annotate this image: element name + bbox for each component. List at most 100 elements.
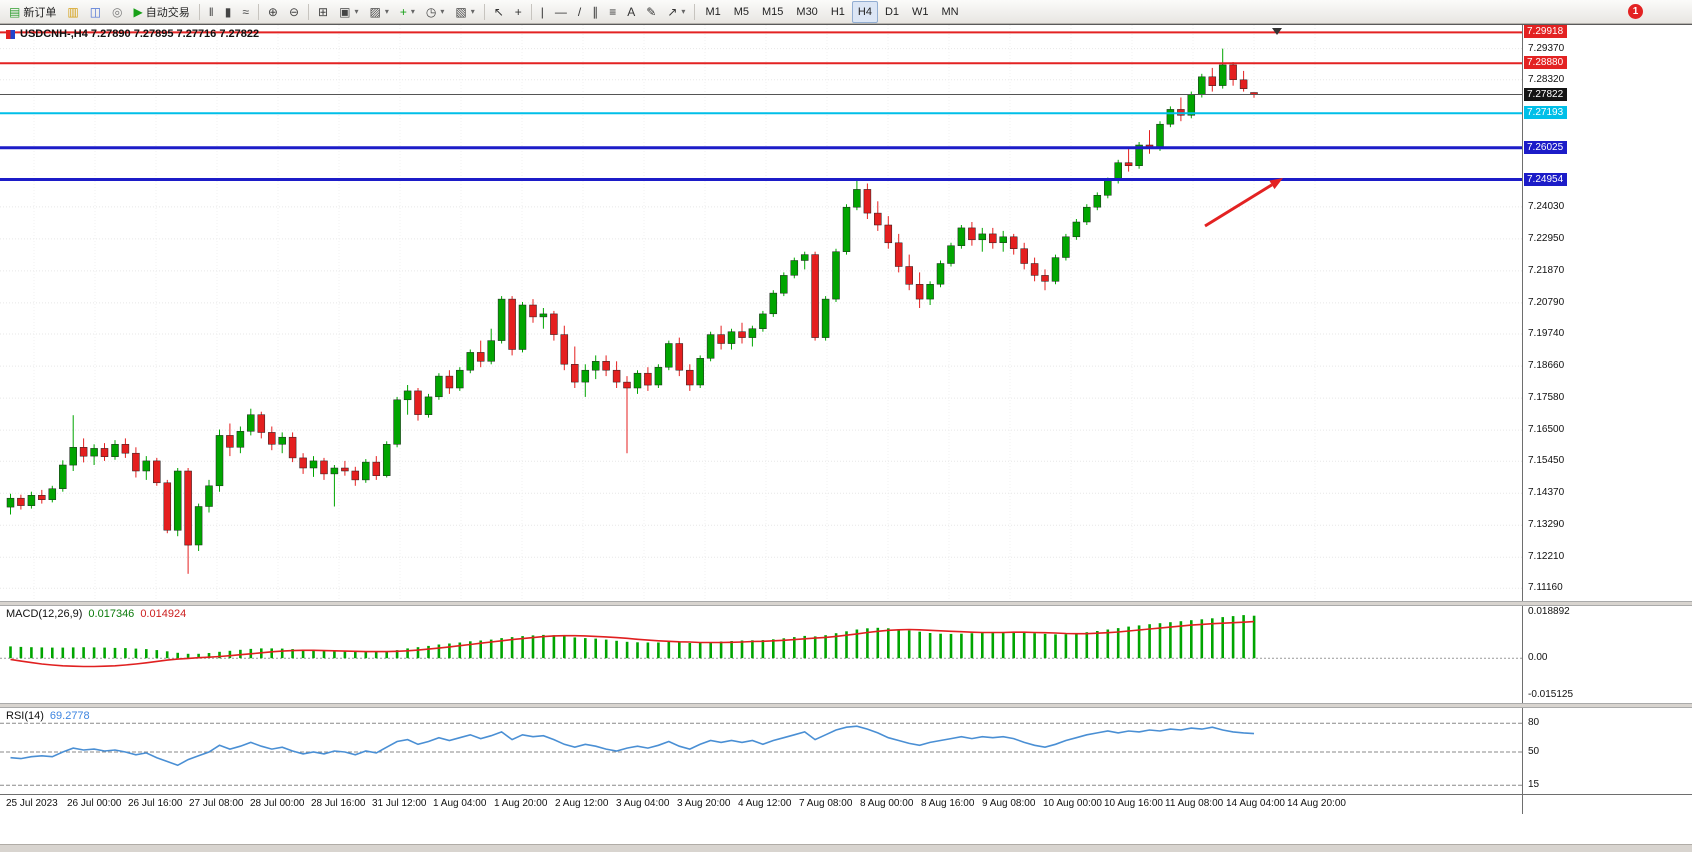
candlesticks (6, 48, 1258, 574)
timeframe-d1-button-label: D1 (884, 5, 899, 18)
candlestick-chart-button[interactable]: ▮ (220, 1, 237, 23)
timeframe-m15-button-label: M15 (762, 5, 784, 18)
bottom-strip (0, 844, 1692, 852)
timeframe-h1-button[interactable]: H1 (825, 1, 851, 23)
trendline-button[interactable]: / (573, 1, 586, 23)
grid (0, 25, 1522, 601)
trendline-icon: / (577, 4, 582, 19)
time-label: 25 Jul 2023 (6, 798, 58, 809)
chevron-down-icon: ▾ (410, 7, 415, 16)
notification-badge[interactable]: 1 (1628, 4, 1643, 19)
tile-windows-icon: ⊞ (318, 4, 329, 19)
timeframe-m30-button-label: M30 (796, 5, 818, 18)
timeframe-m30-button[interactable]: M30 (790, 1, 823, 23)
panel-splitter-macd[interactable] (0, 601, 1692, 606)
time-label: 27 Jul 08:00 (189, 798, 244, 809)
price-tick: 7.15450 (1528, 455, 1565, 466)
price-tag[interactable]: 7.28880 (1524, 56, 1568, 69)
timeframe-m5-button[interactable]: M5 (728, 1, 755, 23)
main-chart-plot[interactable] (0, 25, 1522, 601)
time-label: 26 Jul 00:00 (67, 798, 122, 809)
zoom-out-icon: ⊖ (288, 4, 300, 19)
rsi-axis: 80 50 15 (1522, 708, 1692, 794)
candlestick-chart-icon: ▮ (224, 4, 232, 19)
timeframe-h4-button[interactable]: H4 (851, 0, 878, 23)
toolbar-separator (198, 3, 200, 20)
timeframe-mn-button[interactable]: MN (936, 1, 965, 23)
macd-axis: 0.018892 0.00 -0.015125 (1522, 606, 1692, 703)
rsi-plot[interactable] (0, 708, 1522, 794)
autotrading-button[interactable]: ▶ 自动交易 (129, 1, 195, 23)
templates-button[interactable]: ▧ ▾ (450, 1, 479, 23)
new-order-button-label: 新订单 (23, 6, 57, 19)
macd-axis-label: 0.018892 (1528, 606, 1570, 617)
crosshair-button[interactable]: + (510, 1, 527, 23)
channel-icon: ∥ (592, 4, 599, 19)
shapes-icon: ↗ (667, 4, 678, 19)
timeframe-m15-button[interactable]: M15 (756, 1, 789, 23)
macd-canvas (0, 615, 1522, 668)
profiles-button[interactable]: ▨ ▾ (364, 1, 393, 23)
macd-plot[interactable] (0, 606, 1522, 703)
timeframe-d1-button[interactable]: D1 (879, 1, 905, 23)
timeframe-m1-button[interactable]: M1 (699, 1, 726, 23)
time-label: 10 Aug 16:00 (1104, 798, 1163, 809)
trend-arrow-annotation (1204, 178, 1283, 228)
toolbar-separator (257, 3, 259, 20)
toolbar-separator (483, 3, 485, 20)
price-tag[interactable]: 7.29918 (1524, 25, 1568, 38)
price-tag[interactable]: 7.27822 (1524, 88, 1568, 101)
time-label: 11 Aug 08:00 (1165, 798, 1224, 809)
rsi-label: RSI(14) 69.2778 (6, 710, 90, 722)
channel-button[interactable]: ∥ (587, 1, 603, 23)
rsi-level-label: 50 (1528, 746, 1540, 757)
label-button[interactable]: ✎ (641, 1, 661, 23)
price-tag[interactable]: 7.27193 (1524, 106, 1568, 119)
macd-label: MACD(12,26,9) 0.017346 0.014924 (6, 608, 186, 620)
autotrading-icon: ▶ (133, 4, 143, 19)
price-tick: 7.21870 (1528, 265, 1565, 276)
horizontal-line-button[interactable]: — (550, 1, 572, 23)
price-tick: 7.14370 (1528, 487, 1565, 498)
indicators-button[interactable]: + ▾ (395, 1, 420, 23)
text-button[interactable]: A (622, 1, 640, 23)
price-tick: 7.22950 (1528, 233, 1565, 244)
new-chart-icon: ▣ (339, 4, 351, 19)
price-tag[interactable]: 7.26025 (1524, 141, 1568, 154)
macd-panel: MACD(12,26,9) 0.017346 0.014924 0.018892… (0, 606, 1692, 703)
cursor-button[interactable]: ↖ (489, 1, 509, 23)
chart-title: USDCNH-,H4 7.27890 7.27895 7.27716 7.278… (6, 28, 259, 40)
toolbar-separator (308, 3, 310, 20)
time-label: 28 Jul 00:00 (250, 798, 305, 809)
price-tick: 7.17580 (1528, 392, 1565, 403)
navigator-button[interactable]: ◫ (85, 1, 106, 23)
new-chart-button[interactable]: ▣ ▾ (334, 1, 363, 23)
time-label: 10 Aug 00:00 (1043, 798, 1102, 809)
chart-symbol-icon (6, 29, 15, 39)
price-chart-canvas (0, 25, 1522, 601)
market-watch-button[interactable]: ▥ (62, 1, 83, 23)
chart-title-text: USDCNH-,H4 7.27890 7.27895 7.27716 7.278… (20, 28, 260, 40)
bar-chart-button[interactable]: ‖ (204, 1, 219, 23)
price-tag[interactable]: 7.24954 (1524, 173, 1568, 186)
macd-name: MACD(12,26,9) (6, 608, 83, 620)
shapes-button[interactable]: ↗ ▾ (662, 1, 690, 23)
zoom-in-button[interactable]: ⊕ (263, 1, 283, 23)
line-chart-button[interactable]: ≈ (237, 1, 254, 23)
chevron-down-icon: ▾ (384, 7, 389, 16)
fibonacci-icon: ≡ (609, 4, 617, 19)
panel-splitter-rsi[interactable] (0, 703, 1692, 708)
periods-button[interactable]: ◷ ▾ (421, 1, 450, 23)
tile-windows-button[interactable]: ⊞ (313, 1, 333, 23)
market-watch-icon: ▥ (67, 4, 79, 19)
time-axis: 25 Jul 2023 26 Jul 00:00 26 Jul 16:00 27 Ju… (0, 794, 1692, 814)
zoom-out-button[interactable]: ⊖ (284, 1, 304, 23)
timeframe-h1-button-label: H1 (830, 5, 845, 18)
timeframe-w1-button[interactable]: W1 (906, 1, 935, 23)
rsi-levels (0, 722, 1522, 786)
fibonacci-button[interactable]: ≡ (604, 1, 621, 23)
new-order-button[interactable]: ▤ 新订单 (4, 1, 61, 23)
terminal-button[interactable]: ◎ (107, 1, 127, 23)
vertical-line-button[interactable]: | (536, 1, 549, 23)
time-label: 7 Aug 08:00 (799, 798, 853, 809)
